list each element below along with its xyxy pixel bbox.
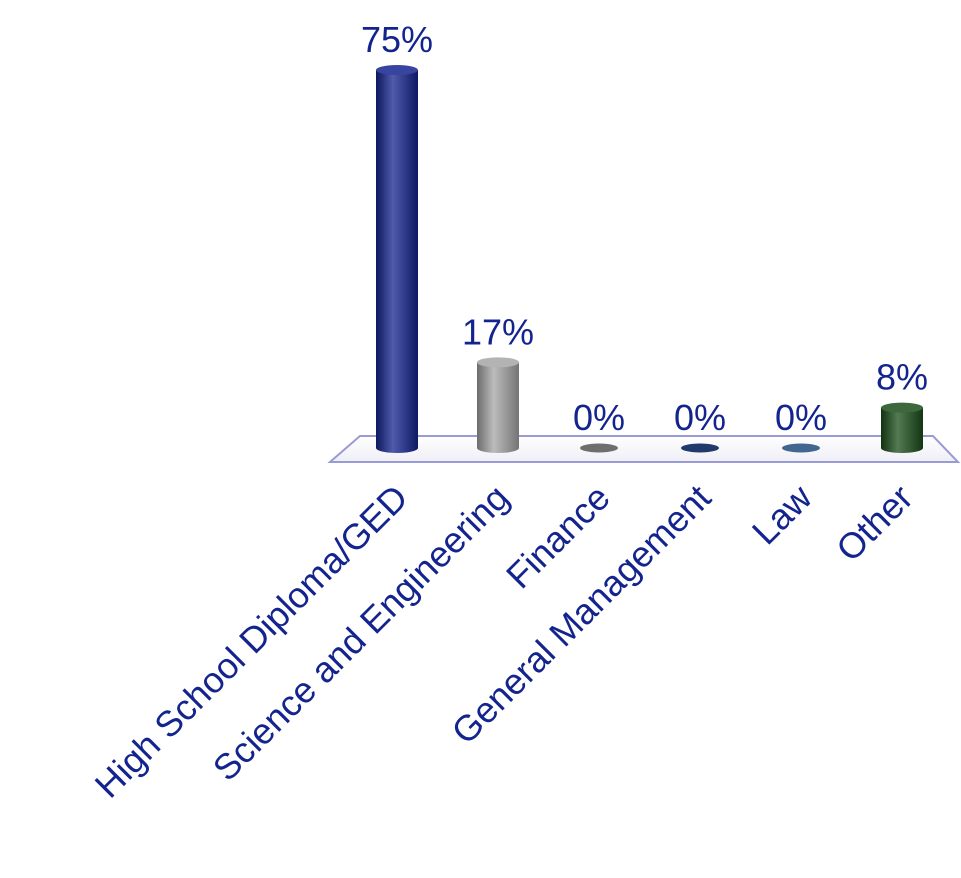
value-label-general-management: 0% bbox=[674, 397, 726, 438]
category-label-other: Other bbox=[828, 477, 921, 570]
chart-floor bbox=[327, 435, 961, 463]
bar-law bbox=[782, 443, 820, 453]
bar-general-management bbox=[681, 443, 719, 453]
bar-disc bbox=[681, 443, 719, 453]
value-labels-group: 75% 17% 0% 0% 0% 8% bbox=[361, 19, 928, 438]
value-label-science-and-engineering: 17% bbox=[462, 311, 534, 352]
category-label-law: Law bbox=[744, 476, 820, 552]
value-label-law: 0% bbox=[775, 397, 827, 438]
bar-disc bbox=[580, 443, 618, 453]
bar-top bbox=[376, 65, 418, 75]
bar-body bbox=[376, 70, 418, 453]
bar-top bbox=[881, 402, 923, 413]
bar-top bbox=[477, 357, 519, 368]
value-label-finance: 0% bbox=[573, 397, 625, 438]
bars-group bbox=[376, 65, 923, 453]
value-label-high-school-diploma-ged: 75% bbox=[361, 19, 433, 60]
bar-body bbox=[477, 362, 519, 453]
bar-body bbox=[881, 407, 923, 453]
bar-finance bbox=[580, 443, 618, 453]
bar-high-school-diploma-ged bbox=[376, 65, 418, 453]
bar-other bbox=[881, 402, 923, 453]
bar-science-and-engineering bbox=[477, 357, 519, 453]
bar-disc bbox=[782, 443, 820, 453]
value-label-other: 8% bbox=[876, 357, 928, 398]
